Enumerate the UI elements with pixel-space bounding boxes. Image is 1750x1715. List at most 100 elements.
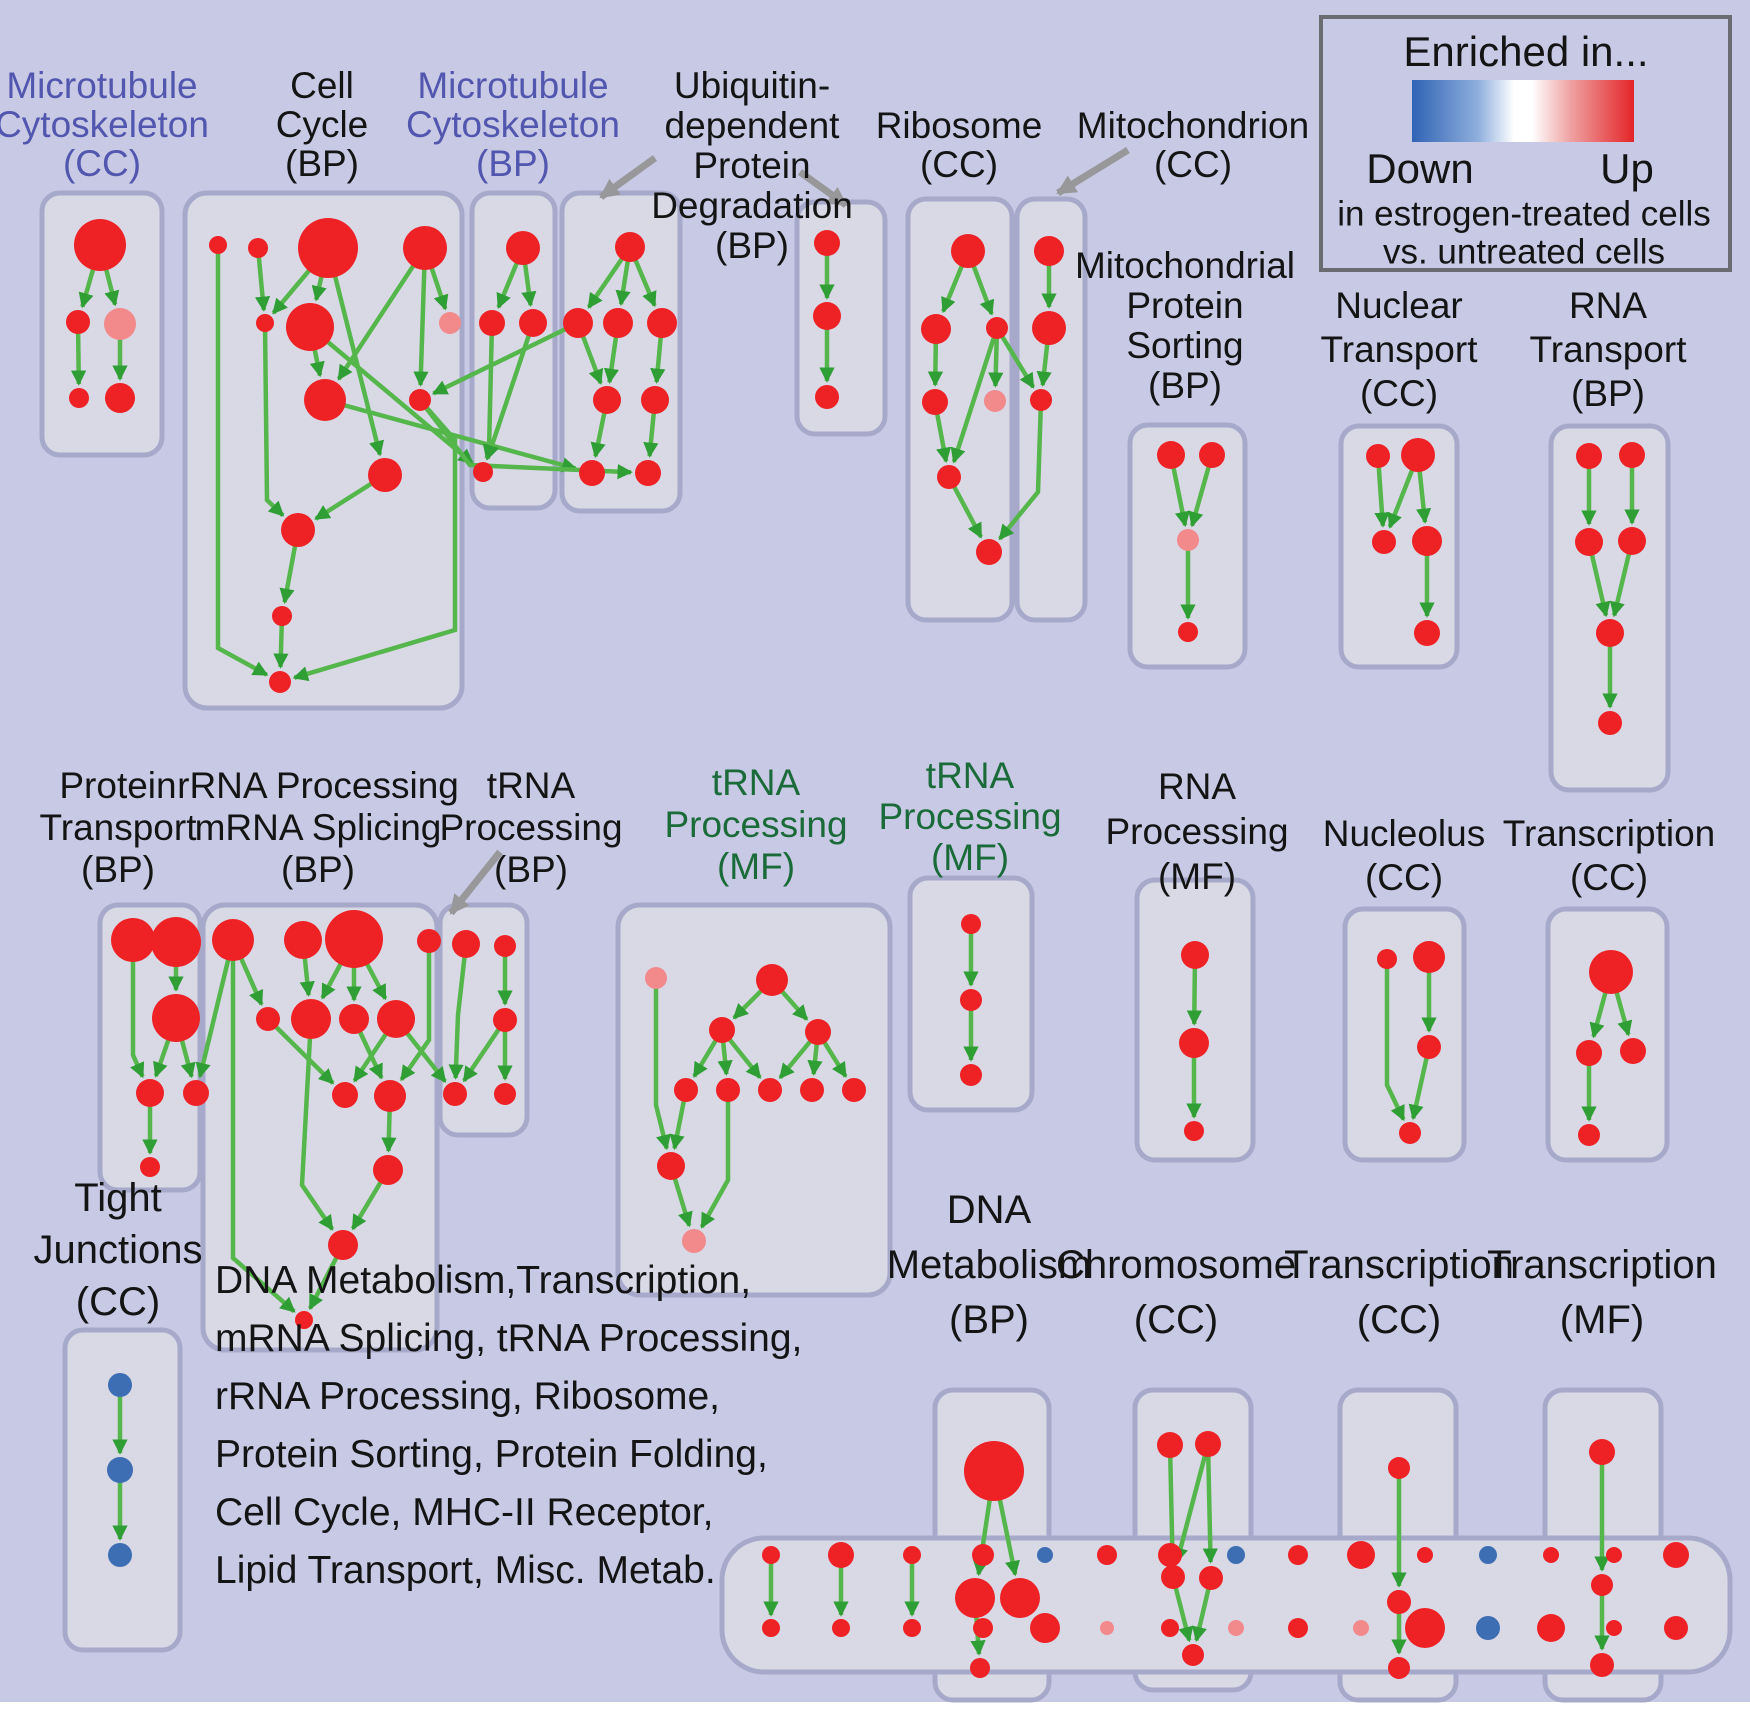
- node-cc-e: [256, 314, 274, 332]
- label-rrna-processing-mrna-splicing-bp-line-3: (BP): [281, 849, 355, 890]
- label-protein-transport-bp-line-1: Protein: [59, 765, 176, 806]
- label-dna-metabolism-bp-line-3: (BP): [949, 1298, 1029, 1342]
- label-protein-transport-bp-line-3: (BP): [81, 849, 155, 890]
- node-rb-5: [984, 390, 1006, 412]
- ubiquitin-pointer-right: [797, 169, 849, 208]
- node-rr-4: [417, 929, 441, 953]
- node-dn-2: [955, 1578, 995, 1618]
- box-ubiquitin-2: [794, 199, 888, 437]
- node-tj-2: [107, 1457, 133, 1483]
- node-ub-5: [641, 386, 669, 414]
- node-ch-5: [1182, 1644, 1204, 1666]
- edge-rr-1-pt-5: [195, 939, 236, 1079]
- node-gm-8: [800, 1078, 824, 1102]
- node-ch-1: [1157, 1432, 1183, 1458]
- edge-cc-i-ub-7: [418, 398, 633, 480]
- label-mitochondrion-cc-line-1: Mitochondrion: [1077, 105, 1309, 146]
- edge-tb-3-tb-4: [462, 1018, 507, 1083]
- node-tc2-1: [1589, 950, 1633, 994]
- label-ribosome-cc-line-1: Ribosome: [876, 105, 1043, 146]
- node-mtcc-5: [105, 383, 135, 413]
- label-microtubule-cytoskeleton-bp: Microtubule Cytoskeleton (BP): [406, 65, 620, 184]
- node-ub-2: [603, 308, 633, 338]
- label-transcription-cc-row2-line-2: (CC): [1570, 857, 1648, 898]
- edge-tb-1-tb-4: [448, 943, 469, 1080]
- node-rr-12: [328, 1230, 358, 1260]
- node-wt-7: [1158, 1543, 1182, 1567]
- label-microtubule-cytoskeleton-cc-line-3: (CC): [63, 143, 141, 184]
- label-rna-transport-bp: RNA Transport (BP): [1530, 285, 1688, 414]
- node-tb-1: [452, 930, 480, 958]
- label-tight-junctions-cc-line-3: (CC): [76, 1280, 160, 1324]
- node-ub-7: [635, 460, 661, 486]
- node-pt-1: [111, 918, 155, 962]
- node-mi-2: [1032, 311, 1066, 345]
- label-dna-metabolism-bp: DNA Metabolism (BP): [887, 1188, 1092, 1342]
- box-transcription-cc2: [1545, 906, 1670, 1163]
- label-microtubule-cytoskeleton-bp-line-1: Microtubule: [417, 65, 608, 106]
- node-ch-4: [1199, 1566, 1223, 1590]
- node-wb-9: [1288, 1618, 1308, 1638]
- node-mtbp-l: [479, 310, 505, 336]
- node-nt-5: [1414, 620, 1440, 646]
- node-wt-8: [1227, 1546, 1245, 1564]
- node-wb-3: [903, 1619, 921, 1637]
- label-transcription-cc-row2-line-1: Transcription: [1503, 813, 1715, 854]
- node-wb-14: [1606, 1620, 1622, 1636]
- label-cell-cycle-bp-line-1: Cell: [290, 65, 354, 106]
- misc-category-list-line-3: rRNA Processing, Ribosome,: [215, 1375, 720, 1418]
- label-mitochondrial-protein-sorting-bp: Mitochondrial Protein Sorting (BP): [1075, 245, 1295, 406]
- node-rt-4: [1618, 527, 1646, 555]
- node-rt-6: [1598, 711, 1622, 735]
- label-microtubule-cytoskeleton-cc-line-2: Cytoskeleton: [0, 104, 209, 145]
- node-wt-5: [1037, 1547, 1053, 1563]
- edge-cc-f-mtbp-b: [308, 325, 474, 465]
- label-rrna-processing-mrna-splicing-bp-line-2: mRNA Splicing: [195, 807, 442, 848]
- node-nt-3: [1372, 530, 1396, 554]
- node-cc-l: [272, 606, 292, 626]
- node-dn-1: [964, 1441, 1024, 1501]
- node-nt-4: [1412, 526, 1442, 556]
- label-cell-cycle-bp: Cell Cycle (BP): [276, 65, 369, 184]
- node-nu-1: [1377, 949, 1397, 969]
- node-ch-3: [1161, 1565, 1185, 1589]
- label-trna-processing-mf-1-line-2: Processing: [664, 804, 847, 845]
- node-pt-4: [136, 1079, 164, 1107]
- node-cc-f: [286, 303, 334, 351]
- node-rr-6: [291, 999, 331, 1039]
- node-ub-1: [563, 308, 593, 338]
- label-nuclear-transport-cc-line-1: Nuclear: [1335, 285, 1463, 326]
- edge-rr-6-rr-12: [299, 1018, 335, 1231]
- node-cc-b: [248, 238, 268, 258]
- node-wp-1: [1181, 941, 1209, 969]
- box-mitochondrion: [1014, 196, 1088, 623]
- node-mi-3: [1030, 389, 1052, 411]
- node-tb-5: [494, 1083, 516, 1105]
- label-rna-processing-mf: RNA Processing (MF): [1105, 766, 1288, 897]
- misc-category-list-line-1: DNA Metabolism,Transcription,: [215, 1259, 751, 1302]
- node-rr-10: [374, 1080, 406, 1112]
- label-nucleolus-cc: Nucleolus (CC): [1323, 813, 1485, 898]
- edge-cc-e-cc-k: [262, 322, 285, 518]
- label-rna-transport-bp-line-2: Transport: [1530, 329, 1688, 370]
- label-nuclear-transport-cc: Nuclear Transport (CC): [1321, 285, 1479, 414]
- node-wb-6: [1100, 1621, 1114, 1635]
- node-pt-6: [140, 1157, 160, 1177]
- label-rna-processing-mf-line-2: Processing: [1105, 811, 1288, 852]
- node-rt-5: [1596, 619, 1624, 647]
- node-ubn-2: [813, 302, 841, 330]
- label-microtubule-cytoskeleton-cc-line-1: Microtubule: [6, 65, 197, 106]
- label-microtubule-cytoskeleton-bp-line-3: (BP): [476, 143, 550, 184]
- node-cc-d: [403, 226, 447, 270]
- label-chromosome-cc: Chromosome (CC): [1056, 1243, 1296, 1342]
- label-protein-transport-bp-line-2: Transport: [40, 807, 198, 848]
- legend-subtitle-line2: vs. untreated cells: [1383, 232, 1665, 271]
- label-chromosome-cc-line-1: Chromosome: [1056, 1243, 1296, 1287]
- label-rrna-processing-mrna-splicing-bp: rRNA Processing mRNA Splicing (BP): [177, 765, 459, 890]
- node-nu-2: [1413, 941, 1445, 973]
- node-rb-2: [921, 314, 951, 344]
- edge-ch-2-ch-3: [1173, 1443, 1211, 1564]
- node-rt-3: [1575, 528, 1603, 556]
- label-trna-processing-bp-line-3: (BP): [494, 849, 568, 890]
- node-rb-1: [951, 234, 985, 268]
